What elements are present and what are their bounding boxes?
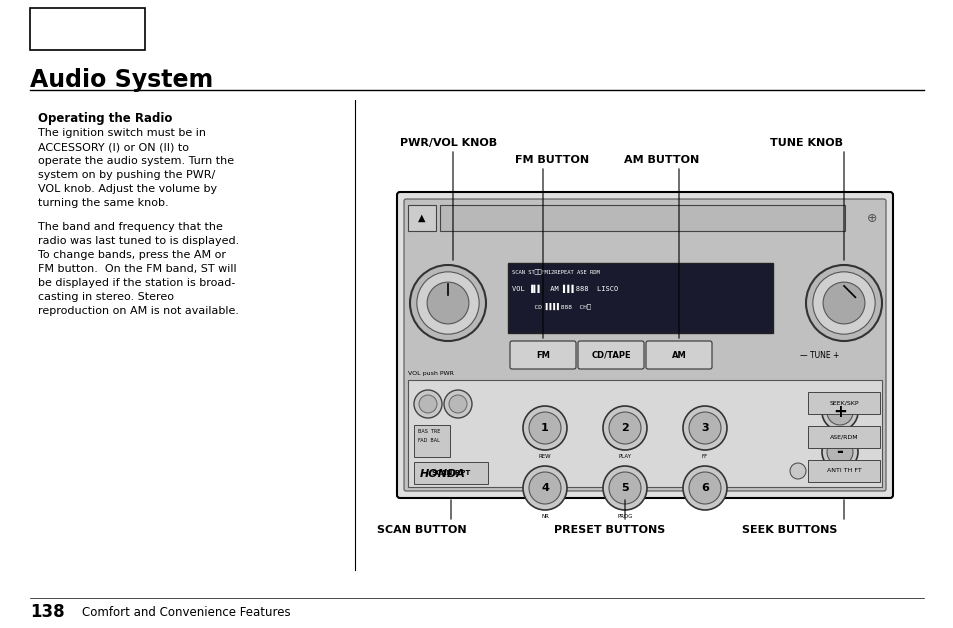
Text: ▲: ▲: [417, 213, 425, 223]
Text: NR: NR: [540, 514, 548, 519]
Bar: [30, 8, 145, 50]
FancyBboxPatch shape: [510, 341, 576, 369]
Text: 5: 5: [620, 483, 628, 493]
Bar: [439, 205, 844, 231]
Circle shape: [805, 265, 882, 341]
Text: To change bands, press the AM or: To change bands, press the AM or: [38, 250, 226, 260]
Text: AM: AM: [671, 350, 685, 359]
Text: SEEK BUTTONS: SEEK BUTTONS: [741, 525, 837, 535]
Text: SEEK/SKP: SEEK/SKP: [828, 401, 858, 406]
Text: 4: 4: [540, 483, 548, 493]
Circle shape: [821, 394, 857, 430]
Text: Audio System: Audio System: [30, 68, 213, 92]
Circle shape: [418, 395, 436, 413]
Text: turning the same knob.: turning the same knob.: [38, 198, 169, 208]
Text: PRESET BUTTONS: PRESET BUTTONS: [554, 525, 665, 535]
Text: HONDA: HONDA: [419, 469, 465, 479]
Circle shape: [449, 395, 467, 413]
Text: CD/TAPE: CD/TAPE: [591, 350, 630, 359]
Text: SCAN/RPT: SCAN/RPT: [431, 470, 470, 476]
Circle shape: [529, 472, 560, 504]
Circle shape: [522, 406, 566, 450]
Text: FM button.  On the FM band, ST will: FM button. On the FM band, ST will: [38, 264, 236, 274]
Text: 1: 1: [540, 423, 548, 433]
Circle shape: [529, 412, 560, 444]
Text: FM BUTTON: FM BUTTON: [515, 155, 589, 165]
Bar: [807, 460, 879, 482]
Text: FF: FF: [701, 454, 707, 459]
Text: FAD  BAL: FAD BAL: [417, 438, 439, 443]
Text: reproduction on AM is not available.: reproduction on AM is not available.: [38, 306, 239, 316]
Circle shape: [812, 272, 874, 334]
Circle shape: [608, 472, 640, 504]
Text: VOL knob. Adjust the volume by: VOL knob. Adjust the volume by: [38, 184, 217, 194]
Text: 138: 138: [30, 603, 65, 621]
Text: SCAN ST⎕⎕FM12REPEAT ASE RDM: SCAN ST⎕⎕FM12REPEAT ASE RDM: [512, 269, 599, 274]
Circle shape: [682, 406, 726, 450]
FancyBboxPatch shape: [578, 341, 643, 369]
Text: Operating the Radio: Operating the Radio: [38, 112, 172, 125]
Text: casting in stereo. Stereo: casting in stereo. Stereo: [38, 292, 173, 302]
Text: 2: 2: [620, 423, 628, 433]
Text: ANTI TH FT: ANTI TH FT: [825, 468, 861, 474]
Text: VOL push PWR: VOL push PWR: [408, 371, 454, 376]
Text: -: -: [836, 443, 842, 461]
Circle shape: [682, 466, 726, 510]
Bar: [807, 392, 879, 414]
Circle shape: [608, 412, 640, 444]
Circle shape: [602, 466, 646, 510]
Circle shape: [522, 466, 566, 510]
Text: — TUNE +: — TUNE +: [800, 350, 839, 359]
Circle shape: [821, 434, 857, 470]
Text: PWR/VOL KNOB: PWR/VOL KNOB: [399, 138, 497, 148]
Text: AM BUTTON: AM BUTTON: [623, 155, 699, 165]
Bar: [408, 205, 436, 231]
Circle shape: [427, 282, 469, 324]
Bar: [408, 380, 882, 487]
Bar: [414, 462, 488, 484]
Text: ⊕: ⊕: [866, 212, 877, 225]
Circle shape: [443, 390, 472, 418]
Text: TUNE KNOB: TUNE KNOB: [769, 138, 842, 148]
Text: The band and frequency that the: The band and frequency that the: [38, 222, 223, 232]
Text: +: +: [832, 403, 846, 421]
Circle shape: [789, 463, 805, 479]
Circle shape: [416, 272, 478, 334]
Text: be displayed if the station is broad-: be displayed if the station is broad-: [38, 278, 235, 288]
Text: PLAY: PLAY: [618, 454, 631, 459]
Text: BAS  TRE: BAS TRE: [417, 429, 440, 434]
Circle shape: [688, 412, 720, 444]
Text: FM: FM: [536, 350, 549, 359]
FancyBboxPatch shape: [403, 199, 885, 491]
Text: The ignition switch must be in: The ignition switch must be in: [38, 128, 206, 138]
Bar: [507, 263, 772, 333]
Circle shape: [688, 472, 720, 504]
Text: VOL ▐▌▌  AM ▌▌▌888  LISCO: VOL ▐▌▌ AM ▌▌▌888 LISCO: [512, 285, 618, 293]
Circle shape: [602, 406, 646, 450]
Text: Comfort and Convenience Features: Comfort and Convenience Features: [82, 605, 291, 619]
Bar: [807, 426, 879, 448]
Circle shape: [410, 265, 485, 341]
Text: CD ▌▌▌▌888  CH⎕: CD ▌▌▌▌888 CH⎕: [512, 303, 590, 310]
FancyBboxPatch shape: [396, 192, 892, 498]
Circle shape: [822, 282, 864, 324]
Text: ASE/RDM: ASE/RDM: [829, 435, 858, 440]
Text: REW: REW: [538, 454, 551, 459]
Circle shape: [826, 399, 852, 425]
Text: SCAN BUTTON: SCAN BUTTON: [376, 525, 466, 535]
FancyBboxPatch shape: [645, 341, 711, 369]
Text: 6: 6: [700, 483, 708, 493]
Text: 3: 3: [700, 423, 708, 433]
Circle shape: [826, 439, 852, 465]
Text: PROG: PROG: [617, 514, 632, 519]
Text: system on by pushing the PWR/: system on by pushing the PWR/: [38, 170, 215, 180]
Circle shape: [414, 390, 441, 418]
Text: operate the audio system. Turn the: operate the audio system. Turn the: [38, 156, 233, 166]
Text: radio was last tuned to is displayed.: radio was last tuned to is displayed.: [38, 236, 239, 246]
Bar: [414, 425, 450, 457]
Text: ACCESSORY (I) or ON (II) to: ACCESSORY (I) or ON (II) to: [38, 142, 189, 152]
